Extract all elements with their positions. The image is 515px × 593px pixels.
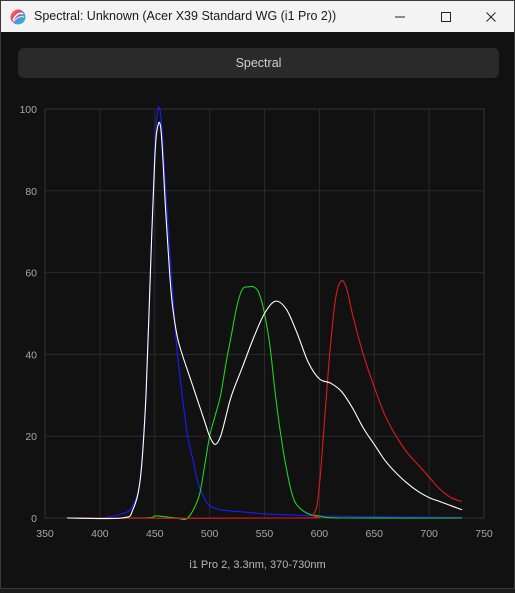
minimize-icon bbox=[395, 16, 405, 17]
x-tick-label: 500 bbox=[201, 528, 219, 540]
y-tick-label: 80 bbox=[25, 186, 37, 198]
x-tick-label: 750 bbox=[475, 528, 493, 540]
white-series-line bbox=[66, 121, 463, 520]
spectral-chart: 350 400 450 500 550 600 650 700 750 0 20 40 60 80 100 bbox=[1, 102, 514, 588]
minimize-button[interactable] bbox=[377, 1, 423, 32]
y-tick-label: 40 bbox=[25, 349, 37, 361]
x-tick-label: 350 bbox=[36, 528, 54, 540]
chart-caption: i1 Pro 2, 3.3nm, 370-730nm bbox=[189, 559, 326, 571]
x-tick-label: 650 bbox=[365, 528, 383, 540]
green-series-line bbox=[66, 285, 463, 521]
maximize-button[interactable] bbox=[423, 1, 469, 32]
x-tick-label: 600 bbox=[311, 528, 329, 540]
app-logo-icon bbox=[10, 9, 26, 25]
x-tick-label: 450 bbox=[146, 528, 164, 540]
y-tick-label: 0 bbox=[31, 513, 37, 525]
y-tick-label: 60 bbox=[25, 268, 37, 280]
close-button[interactable] bbox=[468, 1, 514, 32]
x-tick-label: 700 bbox=[420, 528, 438, 540]
y-tick-label: 100 bbox=[19, 104, 37, 116]
tab-spectral[interactable]: Spectral bbox=[18, 48, 499, 78]
maximize-icon bbox=[441, 11, 451, 22]
red-series-line bbox=[66, 279, 463, 519]
x-tick-label: 550 bbox=[256, 528, 274, 540]
chart-svg: 350 400 450 500 550 600 650 700 750 0 20 40 60 80 100 bbox=[19, 104, 493, 540]
window-title: Spectral: Unknown (Acer X39 Standard WG … bbox=[34, 9, 337, 23]
content-area: Spectral 350 400 450 500 550 600 650 700 750 0 20 4… bbox=[1, 32, 514, 588]
close-icon bbox=[486, 11, 496, 22]
x-tick-label: 400 bbox=[91, 528, 109, 540]
title-bar[interactable]: Spectral: Unknown (Acer X39 Standard WG … bbox=[1, 1, 514, 32]
y-tick-label: 20 bbox=[25, 431, 37, 443]
